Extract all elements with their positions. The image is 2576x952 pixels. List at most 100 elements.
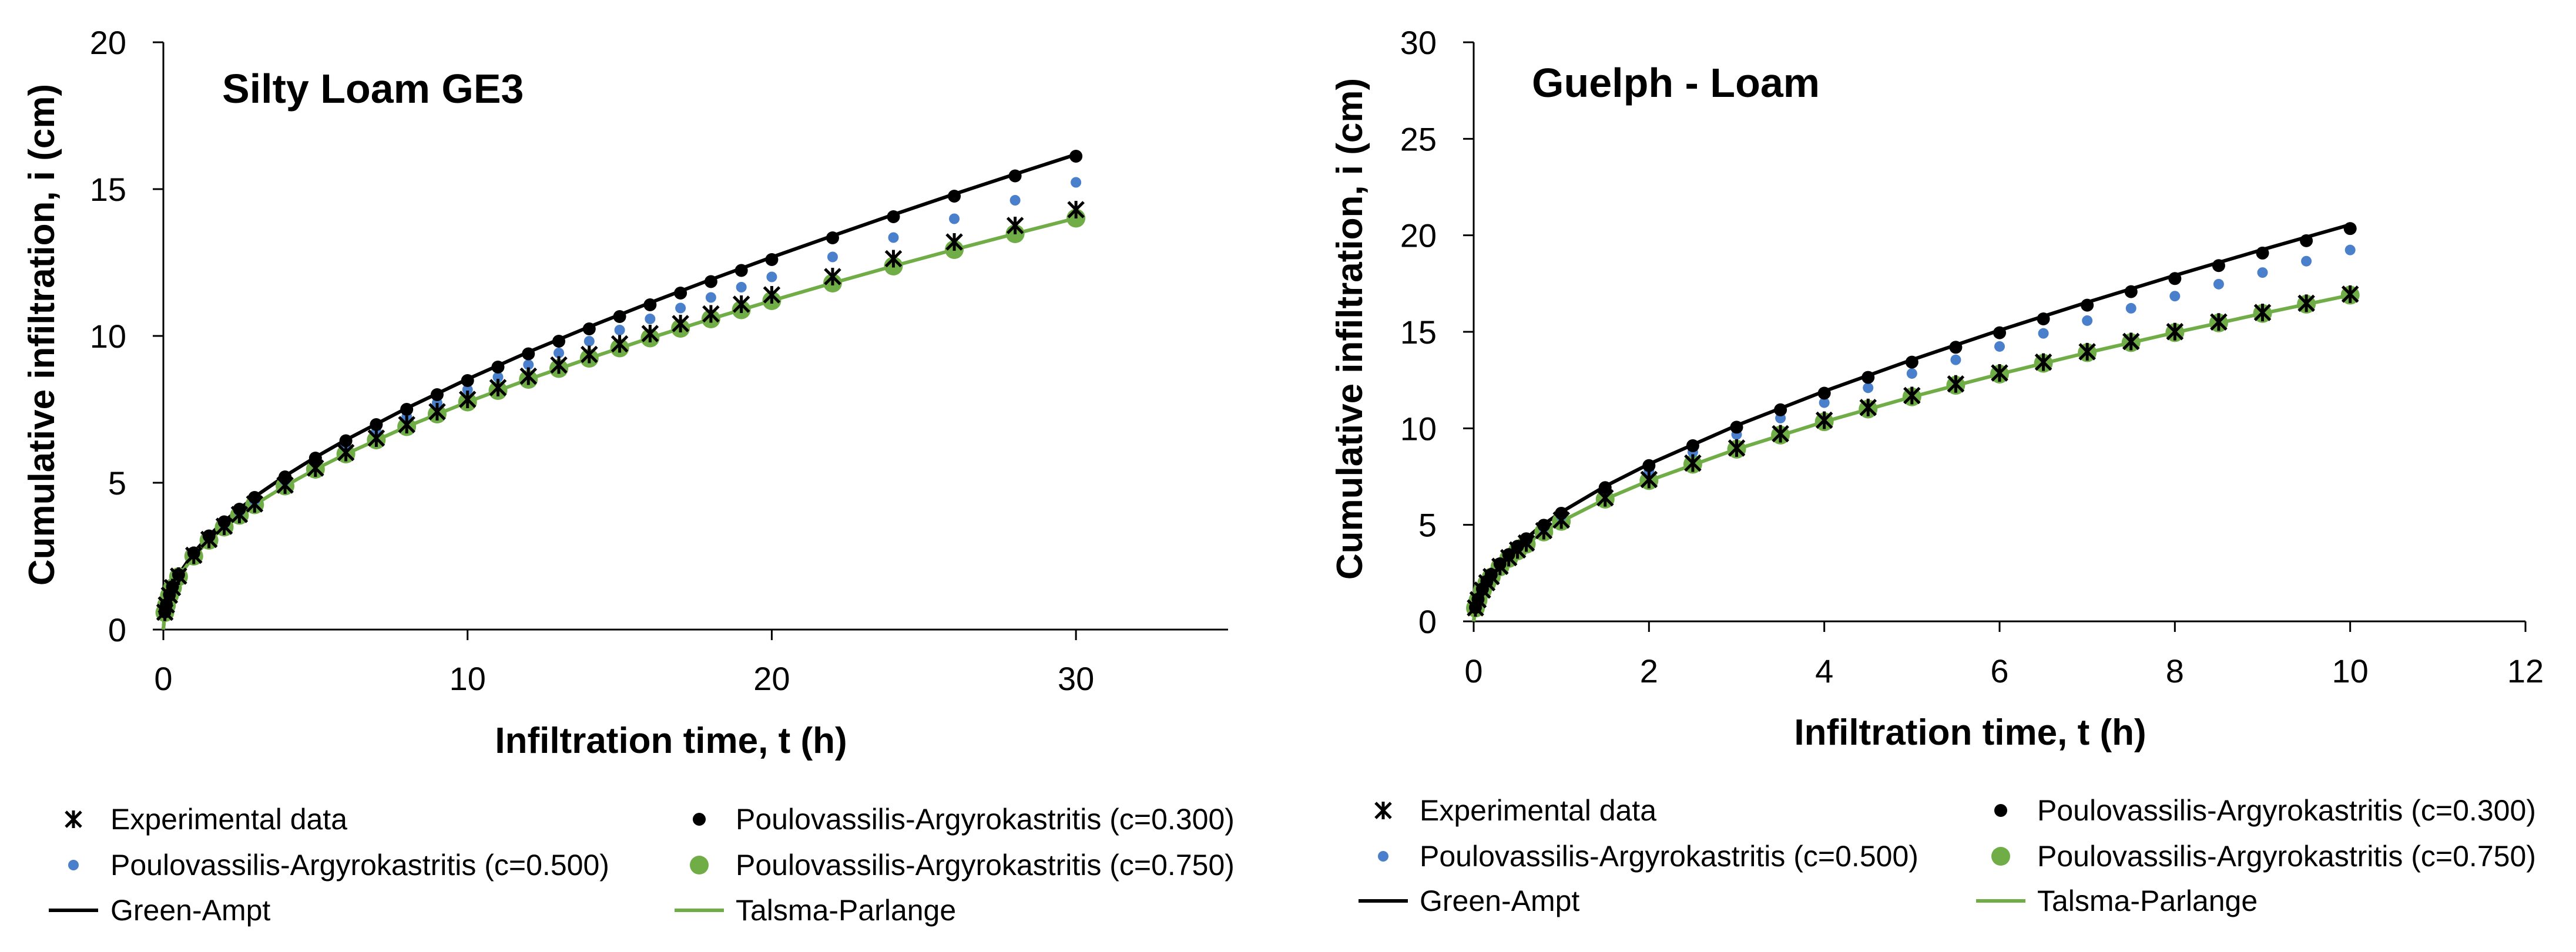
point-pa-c0500 <box>2082 315 2093 326</box>
point-pa-c0300 <box>2124 285 2138 298</box>
point-experimental <box>672 315 689 332</box>
point-pa-c0300 <box>1861 371 1875 384</box>
legend-item-pa-c0750: Poulovassilis-Argyrokastritis (c=0.750) <box>1991 840 2536 873</box>
point-pa-c0300 <box>2300 234 2313 247</box>
point-pa-c0300 <box>1730 421 1743 434</box>
point-experimental <box>550 356 568 374</box>
point-experimental <box>2166 322 2184 341</box>
point-pa-c0500 <box>827 251 838 263</box>
point-pa-c0500 <box>2257 267 2268 278</box>
point-pa-c0300 <box>2212 259 2225 273</box>
legend-label: Experimental data <box>110 803 347 836</box>
point-experimental <box>1859 398 1877 416</box>
point-experimental <box>307 459 324 477</box>
point-pa-c0500 <box>2344 244 2356 255</box>
x-tick-label: 6 <box>1990 652 2008 689</box>
point-experimental <box>1815 411 1833 429</box>
legend-label: Poulovassilis-Argyrokastritis (c=0.300) <box>2037 794 2536 827</box>
point-experimental <box>458 391 477 408</box>
point-experimental <box>1552 511 1570 529</box>
point-pa-c0300 <box>765 253 779 266</box>
point-experimental <box>1772 425 1789 443</box>
point-experimental <box>200 530 218 549</box>
point-experimental <box>230 506 249 523</box>
legend-label: Talsma-Parlange <box>2037 884 2258 917</box>
y-tick-label: 30 <box>1400 24 1437 61</box>
y-tick-label: 0 <box>1418 603 1437 640</box>
point-experimental <box>1728 439 1746 457</box>
point-pa-c0500 <box>949 213 960 224</box>
point-pa-c0500 <box>2169 291 2181 302</box>
point-pa-c0500 <box>2038 328 2049 339</box>
point-experimental <box>1684 454 1702 472</box>
y-tick-label: 5 <box>108 465 126 502</box>
legend-swatch <box>1378 851 1388 862</box>
legend-swatch <box>693 813 706 826</box>
legend-item-pa-c0300: Poulovassilis-Argyrokastritis (c=0.300) <box>693 803 1235 836</box>
y-axis-title: Cumulative infiltration, i (cm) <box>22 84 62 586</box>
point-pa-c0300 <box>1069 150 1083 163</box>
legend-item-talsma-parlange: Talsma-Parlange <box>1976 884 2258 917</box>
point-experimental <box>732 295 750 313</box>
point-pa-c0500 <box>492 372 504 382</box>
series-pa-c0750 <box>155 208 1086 622</box>
point-pa-c0300 <box>887 210 900 223</box>
point-experimental <box>2341 285 2359 303</box>
point-pa-c0300 <box>430 388 444 401</box>
point-experimental <box>884 250 903 268</box>
point-pa-c0500 <box>554 348 565 358</box>
point-experimental <box>1640 470 1658 489</box>
point-experimental <box>945 233 963 251</box>
series-line-talsma-parlange <box>1472 293 2351 622</box>
point-pa-c0500 <box>1009 195 1021 206</box>
plot-area: 0 5 10 15 20 25 30 0 2 4 6 8 10 12 <box>1400 24 2544 689</box>
legend-item-experimental: Experimental data <box>1374 794 1656 827</box>
legend-item-talsma-parlange: Talsma-Parlange <box>675 894 956 927</box>
point-pa-c0300 <box>308 452 322 465</box>
point-pa-c0500 <box>462 384 473 395</box>
x-tick-label: 0 <box>1464 652 1482 689</box>
point-experimental <box>1517 534 1535 552</box>
point-pa-c0300 <box>1949 341 1963 354</box>
point-experimental <box>2210 313 2228 331</box>
legend-item-pa-c0500: Poulovassilis-Argyrokastritis (c=0.500) <box>1378 840 1918 873</box>
point-pa-c0300 <box>2081 298 2094 312</box>
point-experimental <box>246 495 264 513</box>
point-pa-c0300 <box>643 298 657 311</box>
series-line-talsma-parlange <box>162 216 1076 630</box>
y-tick-label: 20 <box>90 24 126 61</box>
series-pa-c0500 <box>159 177 1082 618</box>
point-experimental <box>1903 386 1921 405</box>
chart-guelph-loam: Guelph - Loam Infiltration time, t (h) C… <box>1330 24 2544 753</box>
point-pa-c0500 <box>1819 397 1830 408</box>
point-experimental <box>2253 304 2272 322</box>
point-experimental <box>185 546 203 564</box>
y-tick-label: 20 <box>1400 217 1437 254</box>
point-pa-c0300 <box>552 335 566 348</box>
point-experimental <box>1067 201 1085 218</box>
point-pa-c0300 <box>1642 459 1656 472</box>
legend-item-green-ampt: Green-Ampt <box>49 894 270 927</box>
point-pa-c0500 <box>1950 354 1961 365</box>
point-experimental <box>2297 294 2315 312</box>
legend-swatch <box>690 856 709 874</box>
point-experimental <box>824 268 841 285</box>
point-pa-c0300 <box>491 361 505 374</box>
legend-swatch <box>1994 804 2007 817</box>
x-tick-label: 8 <box>2166 652 2184 689</box>
legend-left: Experimental data Poulovassilis-Argyroka… <box>49 803 1235 927</box>
legend-label: Green-Ampt <box>1420 884 1579 917</box>
legend-swatch <box>1991 847 2010 866</box>
point-pa-c0300 <box>704 275 717 288</box>
point-pa-c0300 <box>1686 439 1699 452</box>
legend-label: Poulovassilis-Argyrokastritis (c=0.500) <box>110 849 609 882</box>
point-pa-c0300 <box>1008 169 1022 183</box>
chart-title: Silty Loam GE3 <box>222 66 524 112</box>
legend-right: Experimental data Poulovassilis-Argyroka… <box>1359 794 2536 917</box>
point-pa-c0500 <box>2301 255 2312 267</box>
point-pa-c0500 <box>705 292 716 303</box>
x-tick-label: 10 <box>2332 652 2369 689</box>
point-pa-c0500 <box>766 271 777 282</box>
x-tick-label: 2 <box>1640 652 1658 689</box>
